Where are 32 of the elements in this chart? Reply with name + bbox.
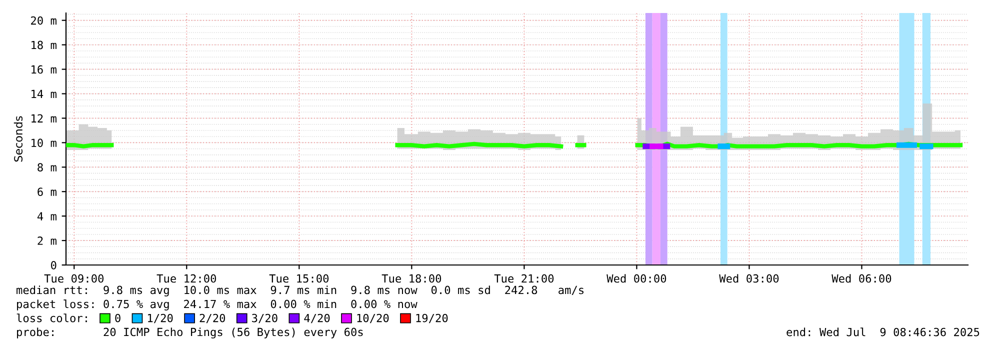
legend-label: 0	[115, 314, 120, 322]
x-tick-label: Wed 06:00	[832, 274, 892, 283]
y-tick-label: 0	[51, 261, 56, 270]
x-tick-label: Tue 09:00	[44, 274, 104, 283]
text: median rtt: 9.8 ms avg 10.0 ms max 9.7 ms min 9.8 ms now 0.0 ms sd 242.8 am/s	[16, 286, 584, 296]
legend-title: loss color:	[16, 314, 87, 322]
x-tick-label: Wed 03:00	[719, 274, 779, 283]
y-tick-label: 8 m	[38, 163, 56, 172]
text: probe: 20 ICMP Echo Pings (56 Bytes) every 60s	[17, 328, 363, 338]
x-tick-label: Tue 21:00	[494, 274, 554, 283]
legend-label: 2/20	[200, 314, 226, 324]
y-tick-label: 18 m	[32, 40, 56, 50]
legend-label: 10/20	[357, 314, 389, 324]
x-tick-label: Tue 12:00	[156, 274, 216, 283]
x-tick-label: Wed 00:00	[606, 274, 666, 283]
y-tick-label: 2 m	[38, 236, 56, 245]
y-tick-label: 16 m	[32, 65, 56, 74]
y-tick-label: 6 m	[38, 188, 56, 196]
y-tick-label: 20 m	[31, 16, 56, 25]
y-tick-label: 14 m	[32, 90, 56, 98]
y-tick-label: 10 m	[32, 138, 56, 148]
x-tick-label: Tue 15:00	[269, 274, 329, 283]
text: end: Wed Jul 9 08:46:36 2025	[786, 328, 980, 336]
y-tick-label: 4 m	[37, 212, 56, 220]
legend-label: 4/20	[304, 314, 330, 324]
legend-label: 3/20	[252, 314, 278, 324]
text: packet loss: 0.75 % avg 24.17 % max 0.00 % min 0.00 % now	[17, 300, 418, 310]
legend-label: 1/20	[148, 314, 173, 324]
x-tick-label: Tue 18:00	[382, 274, 442, 283]
legend-label: 19/20	[416, 314, 448, 324]
y-axis-title: Seconds	[14, 116, 23, 162]
y-tick-label: 12 m	[32, 114, 56, 122]
